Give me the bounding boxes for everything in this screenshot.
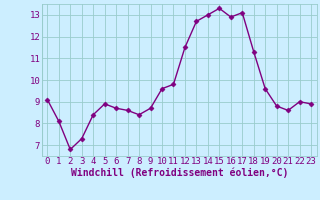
X-axis label: Windchill (Refroidissement éolien,°C): Windchill (Refroidissement éolien,°C) [70,168,288,178]
